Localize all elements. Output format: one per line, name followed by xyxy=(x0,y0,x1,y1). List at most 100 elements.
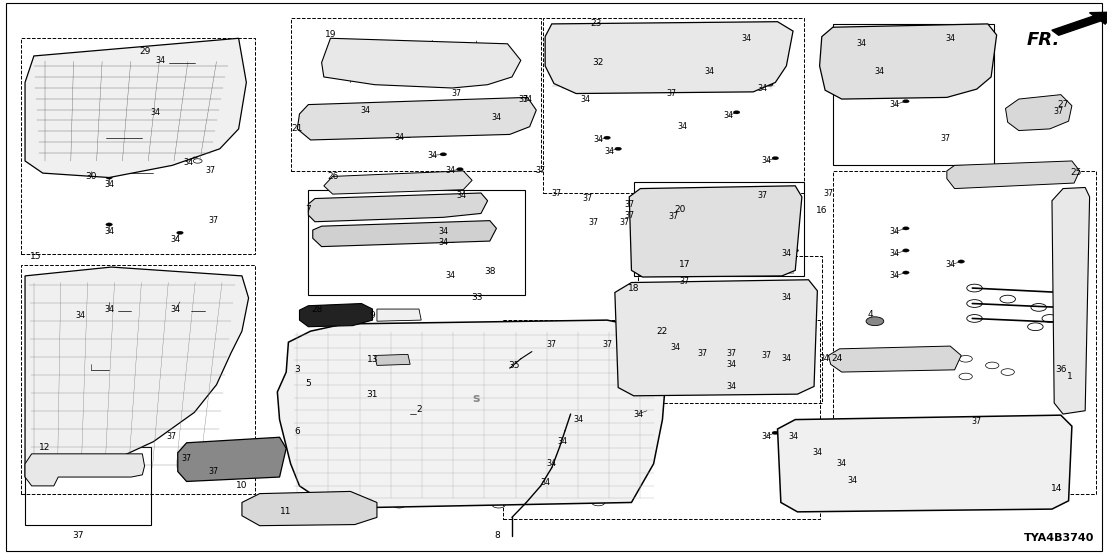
Circle shape xyxy=(866,317,884,326)
Circle shape xyxy=(106,300,113,304)
Bar xyxy=(833,171,1096,494)
Bar xyxy=(634,182,804,276)
Polygon shape xyxy=(377,309,421,321)
Ellipse shape xyxy=(695,43,722,60)
Text: 34: 34 xyxy=(757,84,767,93)
Circle shape xyxy=(449,239,455,243)
Circle shape xyxy=(155,342,166,347)
Circle shape xyxy=(903,100,910,103)
Text: 24: 24 xyxy=(832,355,843,363)
Text: 37: 37 xyxy=(823,188,833,198)
Text: 37: 37 xyxy=(624,199,634,208)
Text: 37: 37 xyxy=(72,531,84,540)
Text: 34: 34 xyxy=(394,134,404,142)
Polygon shape xyxy=(177,437,286,481)
Text: 2: 2 xyxy=(417,405,422,414)
Text: 37: 37 xyxy=(602,340,613,349)
Text: 34: 34 xyxy=(890,227,900,236)
Polygon shape xyxy=(242,491,377,526)
Text: 34: 34 xyxy=(890,100,900,109)
Circle shape xyxy=(615,147,622,151)
Text: 37: 37 xyxy=(624,211,634,219)
Text: 34: 34 xyxy=(573,415,583,424)
Circle shape xyxy=(456,228,463,232)
Polygon shape xyxy=(1005,95,1071,131)
Circle shape xyxy=(903,271,910,274)
Circle shape xyxy=(89,363,95,366)
Text: 34: 34 xyxy=(848,476,858,485)
Circle shape xyxy=(822,448,829,451)
Text: 37: 37 xyxy=(517,95,529,104)
Text: 4: 4 xyxy=(868,310,873,319)
Text: 37: 37 xyxy=(452,89,462,98)
Text: 34: 34 xyxy=(184,157,194,167)
Text: 34: 34 xyxy=(945,260,955,269)
Ellipse shape xyxy=(584,45,612,61)
Circle shape xyxy=(652,321,700,346)
Text: 34: 34 xyxy=(439,238,449,247)
Circle shape xyxy=(696,226,718,237)
Text: 34: 34 xyxy=(104,305,114,314)
Bar xyxy=(25,447,151,525)
Text: 34: 34 xyxy=(812,448,822,457)
Circle shape xyxy=(192,60,203,65)
Text: 34: 34 xyxy=(677,122,687,131)
Text: 37: 37 xyxy=(679,277,689,286)
Circle shape xyxy=(676,216,738,247)
Polygon shape xyxy=(25,38,246,177)
Circle shape xyxy=(456,167,463,171)
Text: 34: 34 xyxy=(726,382,736,391)
Bar xyxy=(21,265,255,494)
Text: 37: 37 xyxy=(206,166,216,176)
Polygon shape xyxy=(297,98,536,140)
Bar xyxy=(290,18,541,171)
Text: 34: 34 xyxy=(761,156,771,166)
Text: 34: 34 xyxy=(726,360,736,369)
Text: 36: 36 xyxy=(1055,365,1067,375)
Circle shape xyxy=(903,249,910,252)
Bar xyxy=(638,256,822,403)
Circle shape xyxy=(792,354,799,357)
Circle shape xyxy=(958,33,965,37)
Text: 37: 37 xyxy=(182,454,192,463)
Text: 30: 30 xyxy=(85,172,98,181)
Text: 18: 18 xyxy=(628,284,639,293)
Text: 34: 34 xyxy=(540,478,551,487)
Bar xyxy=(917,38,937,89)
Text: 28: 28 xyxy=(311,305,322,314)
Text: 37: 37 xyxy=(582,194,593,203)
Polygon shape xyxy=(25,454,144,486)
Text: 34: 34 xyxy=(874,67,884,76)
Text: 15: 15 xyxy=(30,252,42,260)
Circle shape xyxy=(772,157,779,160)
Text: 23: 23 xyxy=(591,19,602,28)
Polygon shape xyxy=(1051,187,1089,414)
Text: 34: 34 xyxy=(890,271,900,280)
Bar xyxy=(503,320,820,519)
Text: 34: 34 xyxy=(546,459,557,468)
Text: 17: 17 xyxy=(679,260,690,269)
Polygon shape xyxy=(277,320,667,508)
Text: 37: 37 xyxy=(972,417,982,426)
Polygon shape xyxy=(829,346,962,372)
Text: 37: 37 xyxy=(668,212,678,220)
Text: 34: 34 xyxy=(361,106,371,115)
Text: 31: 31 xyxy=(367,389,378,399)
Circle shape xyxy=(737,360,743,363)
Text: 34: 34 xyxy=(781,294,791,302)
Text: 37: 37 xyxy=(619,218,629,227)
Text: 9: 9 xyxy=(370,311,376,320)
Text: 37: 37 xyxy=(941,135,951,143)
Text: 37: 37 xyxy=(208,467,218,476)
Text: 37: 37 xyxy=(546,340,557,349)
Text: 3: 3 xyxy=(295,365,300,375)
Text: 16: 16 xyxy=(817,206,828,215)
Circle shape xyxy=(737,382,743,385)
Circle shape xyxy=(767,83,773,86)
Text: 34: 34 xyxy=(579,95,589,104)
Text: s: s xyxy=(473,392,480,405)
Text: 7: 7 xyxy=(306,205,311,214)
Text: 8: 8 xyxy=(494,531,501,540)
Circle shape xyxy=(176,300,183,304)
Circle shape xyxy=(848,459,854,462)
